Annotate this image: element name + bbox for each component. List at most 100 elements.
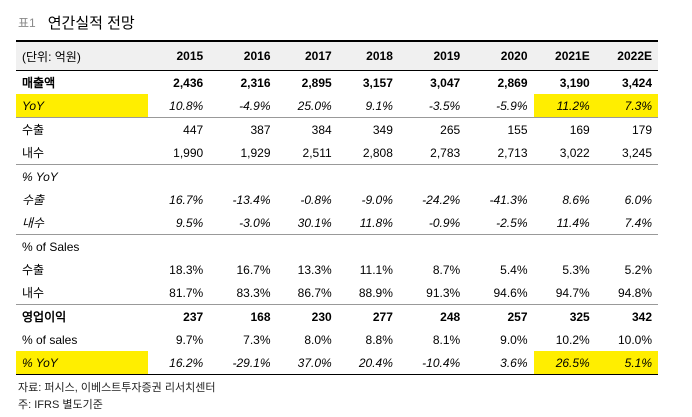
table-cell: 1,990 xyxy=(148,141,210,165)
row-label: 내수 xyxy=(16,281,148,305)
table-row-operating-profit: 영업이익 237 168 230 277 248 257 325 342 xyxy=(16,305,658,329)
year-header: 2019 xyxy=(398,40,467,71)
table-cell: 230 xyxy=(311,309,332,324)
table-cell: 155 xyxy=(507,122,528,137)
table-cell xyxy=(596,235,658,259)
table-cell: 349 xyxy=(372,122,393,137)
row-label: 수출 xyxy=(22,123,45,137)
table-cell: 88.9% xyxy=(337,281,399,305)
table-cell xyxy=(466,165,533,189)
table-cell: -13.4% xyxy=(232,192,271,207)
table-cell xyxy=(466,235,533,259)
table-cell: -10.4% xyxy=(398,351,467,375)
year-header: 2018 xyxy=(337,40,399,71)
table-cell: 342 xyxy=(631,309,652,324)
table-cell: 10.8% xyxy=(148,94,210,118)
table-cell: 384 xyxy=(311,122,332,137)
table-cell: 7.4% xyxy=(595,211,658,235)
table-cell: -5.9% xyxy=(466,94,534,118)
table-cell: 9.7% xyxy=(175,332,204,347)
table-cell: 2,316 xyxy=(240,75,271,90)
table-cell xyxy=(277,235,338,259)
table-cell: 11.1% xyxy=(359,262,393,277)
table-cell: 16.2% xyxy=(148,351,210,375)
table-row-export-share: 수출 18.3% 16.7% 13.3% 11.1% 8.7% 5.4% 5.3… xyxy=(16,258,658,281)
table-cell: 8.0% xyxy=(304,332,332,347)
table-cell: 94.6% xyxy=(466,281,534,305)
table-cell: 20.4% xyxy=(337,351,399,375)
table-cell: 3,157 xyxy=(362,75,393,90)
table-row-revenue: 매출액 2,436 2,316 2,895 3,157 3,047 2,869 … xyxy=(16,71,658,95)
table-cell: 37.0% xyxy=(276,351,338,375)
table-title: 표1 연간실적 전망 xyxy=(18,10,135,34)
table-cell: 25.0% xyxy=(276,94,338,118)
table-cell-highlighted: 11.2% xyxy=(533,94,596,118)
table-cell-highlighted: 5.1% xyxy=(595,351,658,375)
table-cell xyxy=(399,235,466,259)
basis-note: 주: IFRS 별도기준 xyxy=(18,399,103,411)
table-cell: 9.0% xyxy=(500,332,528,347)
table-cell: 83.3% xyxy=(209,281,277,305)
table-cell: 3.6% xyxy=(466,351,534,375)
table-cell: 447 xyxy=(183,122,204,137)
table-cell: 16.7% xyxy=(236,262,271,277)
year-header: 2020 xyxy=(466,40,534,71)
financial-forecast-table: (단위: 억원) 2015 2016 2017 2018 2019 2020 2… xyxy=(16,40,658,375)
table-cell: 94.8% xyxy=(595,281,658,305)
table-cell: 30.1% xyxy=(276,211,338,235)
table-cell xyxy=(534,235,596,259)
table-cell: 94.7% xyxy=(533,281,596,305)
table-cell xyxy=(148,165,209,189)
table-cell: -4.9% xyxy=(209,94,277,118)
row-label: 내수 xyxy=(16,211,148,235)
year-header: 2021E xyxy=(533,40,596,71)
table-row-op-margin: % of sales 9.7% 7.3% 8.0% 8.8% 8.1% 9.0%… xyxy=(16,328,658,351)
source-note: 자료: 퍼시스, 이베스트투자증권 리서치센터 xyxy=(18,382,216,394)
table-cell xyxy=(534,165,596,189)
table-cell: -29.1% xyxy=(209,351,277,375)
table-cell: 2,713 xyxy=(466,141,534,165)
table-cell xyxy=(399,165,466,189)
table-cell: -41.3% xyxy=(489,192,528,207)
table-cell: 237 xyxy=(183,309,204,324)
table-cell: 6.0% xyxy=(624,192,652,207)
table-cell: 257 xyxy=(507,309,528,324)
table-cell: 277 xyxy=(372,309,393,324)
table-cell: -9.0% xyxy=(361,192,393,207)
table-cell: -0.9% xyxy=(398,211,467,235)
year-header: 2015 xyxy=(148,40,210,71)
table-cell: 9.1% xyxy=(337,94,399,118)
table-cell: 5.4% xyxy=(500,262,528,277)
section-label: % YoY xyxy=(22,169,58,184)
table-cell: 86.7% xyxy=(276,281,338,305)
table-row-export-yoy: 수출 16.7% -13.4% -0.8% -9.0% -24.2% -41.3… xyxy=(16,188,658,211)
table-cell: 168 xyxy=(250,309,271,324)
table-cell: 81.7% xyxy=(148,281,210,305)
table-cell: -2.5% xyxy=(466,211,534,235)
table-cell: 8.8% xyxy=(365,332,393,347)
table-title-text: 연간실적 전망 xyxy=(47,14,135,32)
row-label: 내수 xyxy=(16,141,148,165)
table-cell: 5.3% xyxy=(562,262,590,277)
table-row-domestic-yoy: 내수 9.5% -3.0% 30.1% 11.8% -0.9% -2.5% 11… xyxy=(16,211,658,235)
table-cell: 2,511 xyxy=(276,141,338,165)
table-cell xyxy=(596,165,658,189)
row-label: % of sales xyxy=(22,332,78,347)
table-row-revenue-yoy: YoY 10.8% -4.9% 25.0% 9.1% -3.5% -5.9% 1… xyxy=(16,94,658,118)
table-cell: 3,245 xyxy=(595,141,658,165)
table-cell: 179 xyxy=(631,122,652,137)
table-cell: 10.2% xyxy=(555,332,590,347)
table-cell: -0.8% xyxy=(300,192,332,207)
table-row-domestic: 내수 1,990 1,929 2,511 2,808 2,783 2,713 3… xyxy=(16,141,658,165)
table-number: 표1 xyxy=(18,15,36,30)
table-cell: 3,047 xyxy=(430,75,461,90)
table-cell: 11.8% xyxy=(337,211,399,235)
table-cell: 387 xyxy=(250,122,271,137)
table-cell xyxy=(338,235,399,259)
row-label: 수출 xyxy=(22,263,45,277)
row-label: 매출액 xyxy=(22,76,56,90)
table-row-domestic-share: 내수 81.7% 83.3% 86.7% 88.9% 91.3% 94.6% 9… xyxy=(16,281,658,305)
table-row-sales-section: % of Sales xyxy=(16,235,658,259)
table-cell: 2,895 xyxy=(301,75,332,90)
table-cell: -3.0% xyxy=(209,211,277,235)
